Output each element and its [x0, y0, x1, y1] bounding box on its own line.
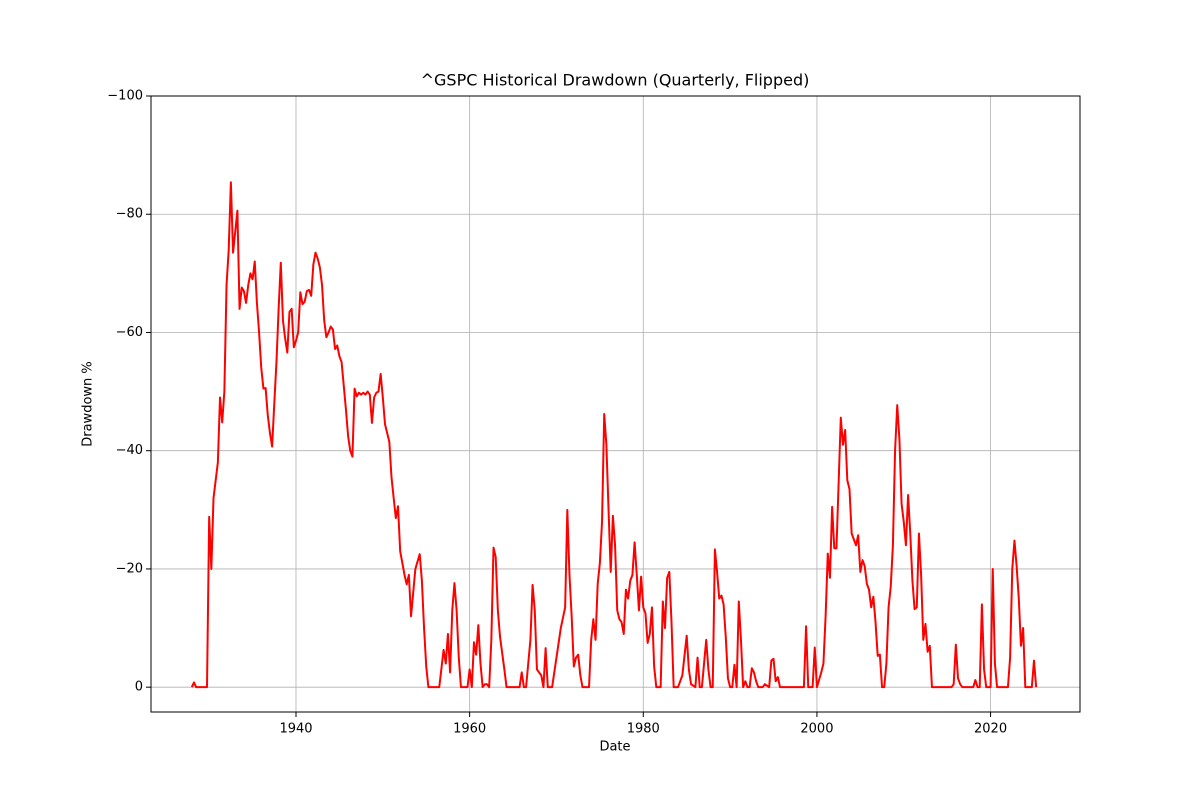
x-tick-label: 1960	[453, 722, 486, 737]
y-tick-label: 0	[135, 680, 143, 695]
plot-frame	[150, 95, 1081, 713]
y-axis-label: Drawdown %	[81, 361, 96, 447]
x-tick-label: 2000	[800, 722, 833, 737]
chart-title: ^GSPC Historical Drawdown (Quarterly, Fl…	[421, 71, 810, 90]
y-tick-label: −100	[107, 89, 143, 104]
x-axis-label: Date	[599, 740, 630, 755]
y-tick-label: −40	[116, 443, 143, 458]
y-tick-label: −20	[116, 561, 143, 576]
y-tick-label: −80	[116, 207, 143, 222]
drawdown-line	[190, 181, 1038, 689]
x-tick-label: 2020	[974, 722, 1007, 737]
y-tick-label: −60	[116, 325, 143, 340]
x-tick-label: 1940	[279, 722, 312, 737]
x-tick-label: 1980	[627, 722, 660, 737]
